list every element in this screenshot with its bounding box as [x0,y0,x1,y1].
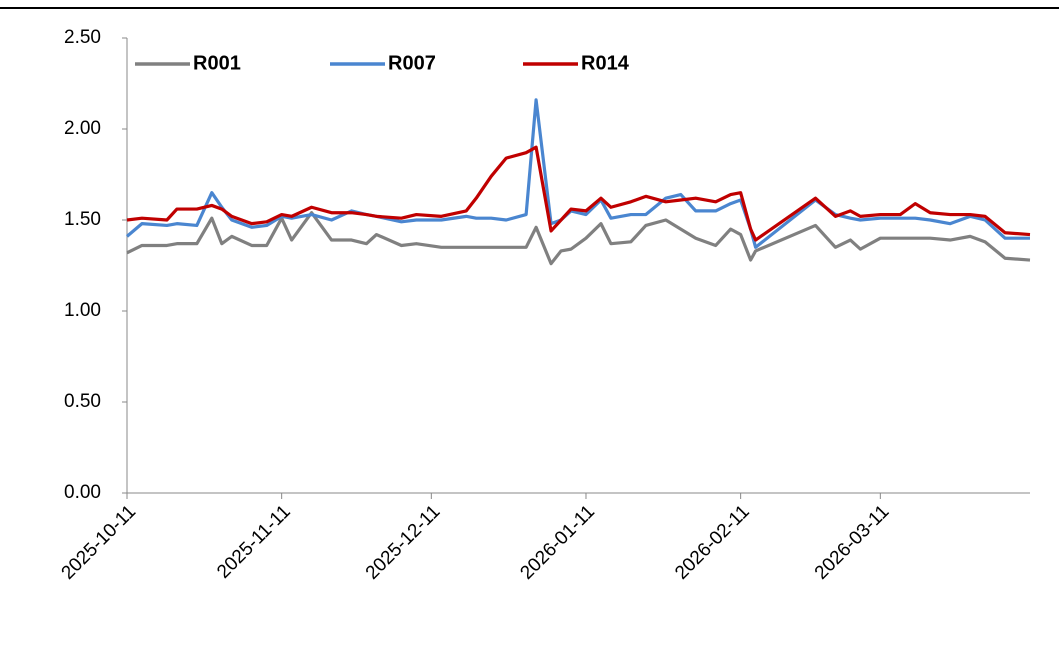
series-line [126,211,1031,266]
legend-label: R014 [581,52,630,74]
y-tick-label: 2.50 [64,27,101,48]
legend-label: R007 [388,52,436,74]
series-line [126,145,1031,242]
y-tick-label: 1.50 [64,209,101,230]
y-tick-label: 1.00 [64,300,101,321]
y-tick-label: 2.00 [64,118,101,139]
y-tick-label: 0.50 [64,391,101,412]
series-line [125,98,1030,249]
x-tick-label: 2026-02-11 [671,501,754,584]
legend-label: R001 [193,52,241,74]
x-tick-label: 2025-10-11 [58,501,141,584]
y-tick-label: 0.00 [64,482,101,503]
x-tick-label: 2026-01-11 [516,501,599,584]
x-tick-label: 2026-03-11 [811,501,894,584]
x-tick-label: 2025-12-11 [362,501,445,584]
x-tick-label: 2025-11-11 [213,501,295,583]
